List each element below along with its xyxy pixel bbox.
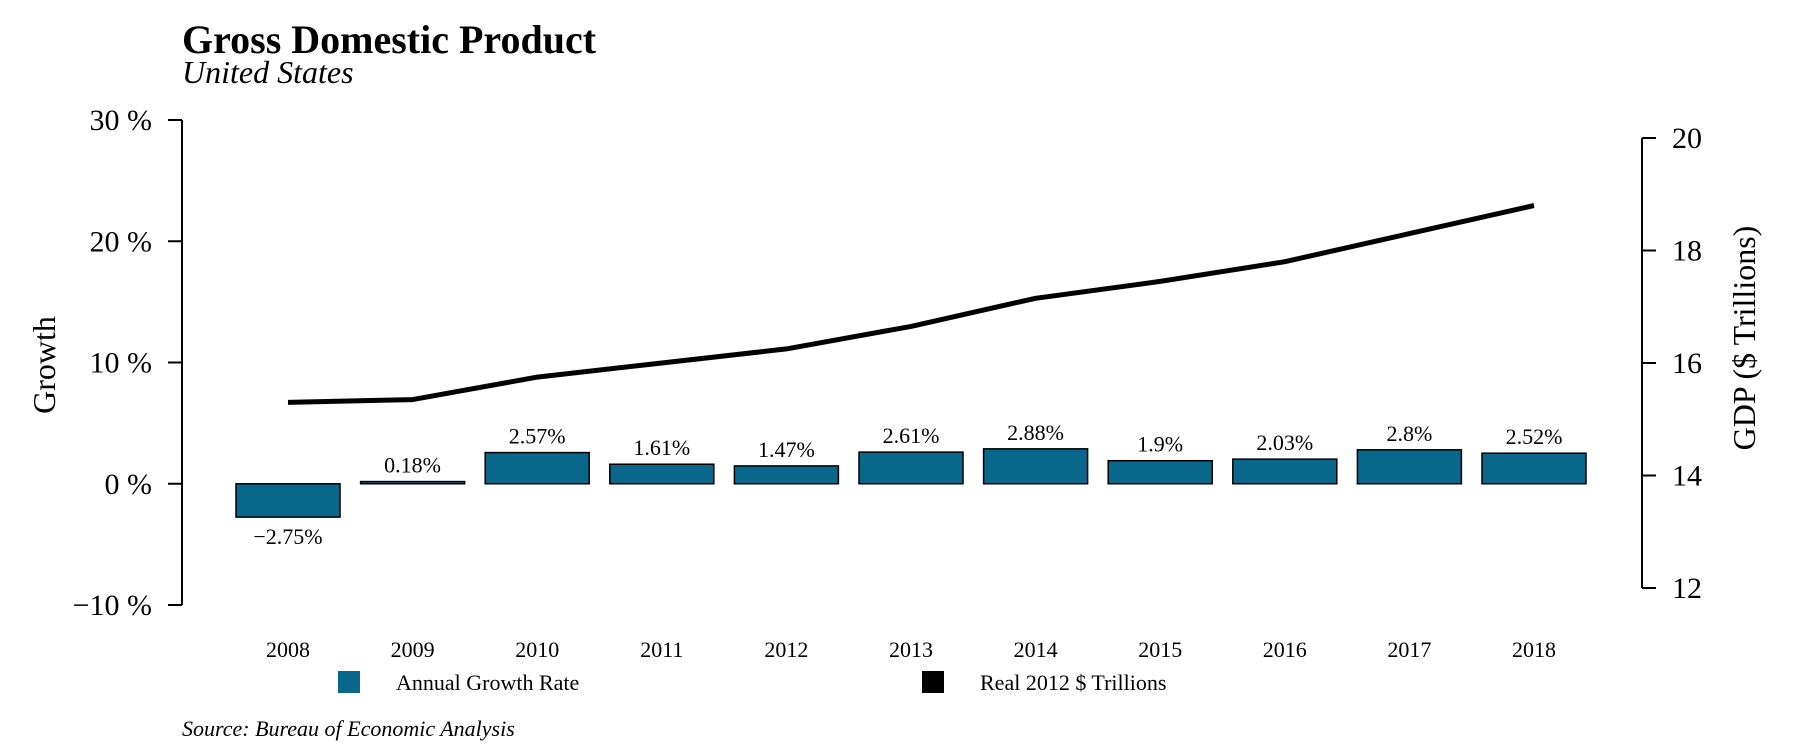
legend-swatch-0 xyxy=(338,671,360,693)
bar-2008 xyxy=(235,483,341,518)
x-category-label: 2009 xyxy=(391,637,435,662)
right-axis-tick-label: 16 xyxy=(1672,347,1702,380)
legend-swatch-1 xyxy=(922,671,944,693)
bar-value-label-2011: 1.61% xyxy=(633,435,690,460)
left-axis-title: Growth xyxy=(26,316,62,414)
bar-2009 xyxy=(359,480,466,485)
bar-value-label-2017: 2.8% xyxy=(1386,421,1432,446)
bar-2016 xyxy=(1232,458,1338,485)
right-axis-tick-label: 12 xyxy=(1672,572,1702,605)
bar-2014 xyxy=(982,448,1089,485)
x-category-label: 2018 xyxy=(1512,637,1556,662)
right-axis-title: GDP ($ Trillions) xyxy=(1726,226,1762,451)
bar-2018 xyxy=(1481,452,1587,485)
bar-value-label-2010: 2.57% xyxy=(509,424,566,449)
bar-2015 xyxy=(1107,459,1213,485)
x-category-label: 2013 xyxy=(889,637,933,662)
legend-label-1: Real 2012 $ Trillions xyxy=(980,670,1166,695)
x-category-label: 2015 xyxy=(1138,637,1182,662)
x-category-label: 2012 xyxy=(764,637,808,662)
x-category-label: 2008 xyxy=(266,637,310,662)
x-category-label: 2014 xyxy=(1014,637,1058,662)
right-axis-tick-label: 14 xyxy=(1672,460,1702,493)
right-axis-tick-label: 18 xyxy=(1672,235,1702,268)
chart-title: Gross Domestic Product xyxy=(182,17,597,62)
left-axis-tick-label: 30 % xyxy=(90,104,153,137)
bar-2017 xyxy=(1356,449,1463,485)
left-axis-tick-label: 10 % xyxy=(90,347,153,380)
right-axis-tick-label: 20 xyxy=(1672,122,1702,155)
bar-value-label-2015: 1.9% xyxy=(1137,432,1183,457)
bar-value-label-2014: 2.88% xyxy=(1007,420,1064,445)
gdp-line xyxy=(287,203,1535,405)
source-note: Source: Bureau of Economic Analysis xyxy=(182,716,515,741)
x-category-label: 2016 xyxy=(1263,637,1307,662)
left-axis-tick-label: −10 % xyxy=(73,589,152,622)
left-axis-tick-label: 20 % xyxy=(90,225,153,258)
x-category-label: 2017 xyxy=(1387,637,1431,662)
bar-value-label-2018: 2.52% xyxy=(1506,424,1563,449)
bar-value-label-2016: 2.03% xyxy=(1256,430,1313,455)
bar-2012 xyxy=(733,465,840,485)
x-category-label: 2011 xyxy=(640,637,683,662)
bar-value-label-2009: 0.18% xyxy=(384,453,441,478)
x-category-label: 2010 xyxy=(515,637,559,662)
bar-2010 xyxy=(484,451,590,485)
legend-label-0: Annual Growth Rate xyxy=(396,670,579,695)
plot-layer: −10 % 0 % 10 % 20 % 30 % 12 14 16 18 20 −2.75% 0.18… xyxy=(73,104,1702,695)
bar-2011 xyxy=(609,463,715,485)
bar-value-label-2008: −2.75% xyxy=(253,524,322,549)
bar-value-label-2013: 2.61% xyxy=(883,423,940,448)
bar-2013 xyxy=(858,451,964,485)
bar-value-label-2012: 1.47% xyxy=(758,437,815,462)
chart-subtitle: United States xyxy=(182,54,354,90)
left-axis-tick-label: 0 % xyxy=(105,468,153,501)
